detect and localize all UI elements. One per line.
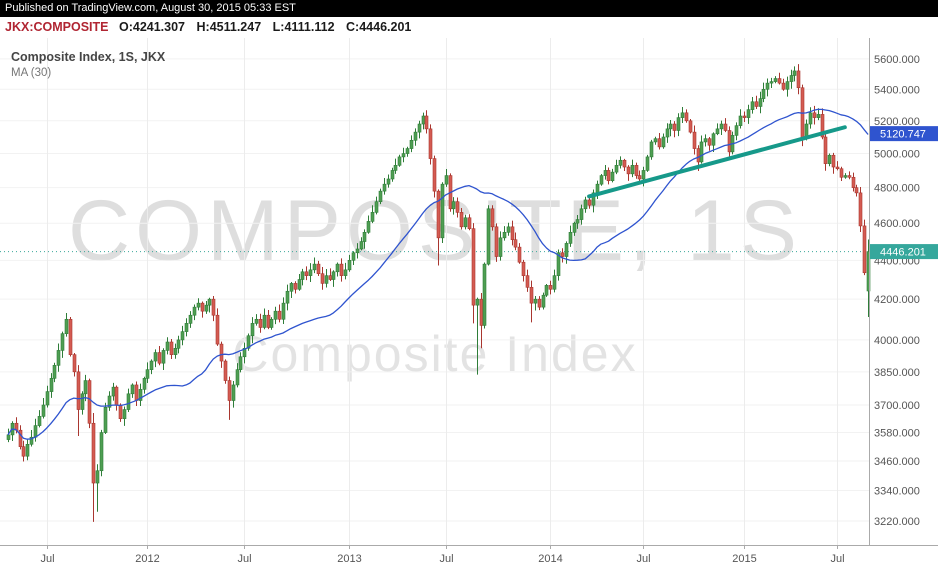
svg-text:2015: 2015: [732, 553, 756, 565]
ohlc-low: L:4111.112: [272, 20, 335, 34]
published-text: Published on TradingView.com, August 30,…: [5, 2, 296, 14]
candles-layer: [6, 64, 871, 522]
svg-text:3700.000: 3700.000: [874, 400, 920, 412]
svg-text:2014: 2014: [538, 553, 562, 565]
price-chart-svg[interactable]: 5600.000 5400.000 5200.000 5000.000 4800.000…: [0, 38, 938, 580]
svg-text:2012: 2012: [135, 553, 159, 565]
vertical-gridlines: [47, 38, 838, 545]
svg-text:3580.000: 3580.000: [874, 428, 920, 440]
symbol-ohlc-bar: JKX:COMPOSITE O:4241.307 H:4511.247 L:41…: [0, 17, 938, 38]
svg-text:3220.000: 3220.000: [874, 516, 920, 528]
svg-text:4000.000: 4000.000: [874, 335, 920, 347]
svg-text:5600.000: 5600.000: [874, 54, 920, 66]
svg-text:Jul: Jul: [237, 553, 251, 565]
svg-text:5400.000: 5400.000: [874, 84, 920, 96]
svg-text:Jul: Jul: [40, 553, 54, 565]
svg-text:4600.000: 4600.000: [874, 218, 920, 230]
ohlc-close: C:4446.201: [346, 20, 412, 34]
svg-text:5200.000: 5200.000: [874, 116, 920, 128]
svg-text:3460.000: 3460.000: [874, 456, 920, 468]
svg-text:4446.201: 4446.201: [880, 247, 926, 259]
last-price-badge: 4446.201: [870, 244, 938, 260]
svg-text:Jul: Jul: [830, 553, 844, 565]
ma-line: [7, 108, 869, 440]
ma-price-badge: 5120.747: [870, 126, 938, 142]
svg-text:3850.000: 3850.000: [874, 367, 920, 379]
chart-area[interactable]: COMPOSITE, 1S Composite Index 5600.000 54…: [0, 38, 938, 580]
svg-text:5000.000: 5000.000: [874, 149, 920, 161]
ohlc-high: H:4511.247: [196, 20, 262, 34]
svg-text:4200.000: 4200.000: [874, 294, 920, 306]
y-axis-labels: 5600.000 5400.000 5200.000 5000.000 4800.000…: [874, 54, 920, 528]
svg-text:Jul: Jul: [439, 553, 453, 565]
trendline: [587, 125, 847, 199]
published-bar: Published on TradingView.com, August 30,…: [0, 0, 938, 17]
x-axis-labels: Jul 2012 Jul 2013 Jul 2014 Jul 2015 Jul: [40, 545, 845, 565]
symbol-name: JKX:COMPOSITE: [5, 20, 109, 34]
svg-text:4800.000: 4800.000: [874, 183, 920, 195]
horizontal-gridlines: [0, 58, 870, 522]
svg-text:Jul: Jul: [636, 553, 650, 565]
ohlc-open: O:4241.307: [118, 20, 186, 34]
svg-text:5120.747: 5120.747: [880, 129, 926, 141]
axes: [0, 38, 938, 546]
svg-text:3340.000: 3340.000: [874, 486, 920, 498]
svg-text:2013: 2013: [337, 553, 361, 565]
